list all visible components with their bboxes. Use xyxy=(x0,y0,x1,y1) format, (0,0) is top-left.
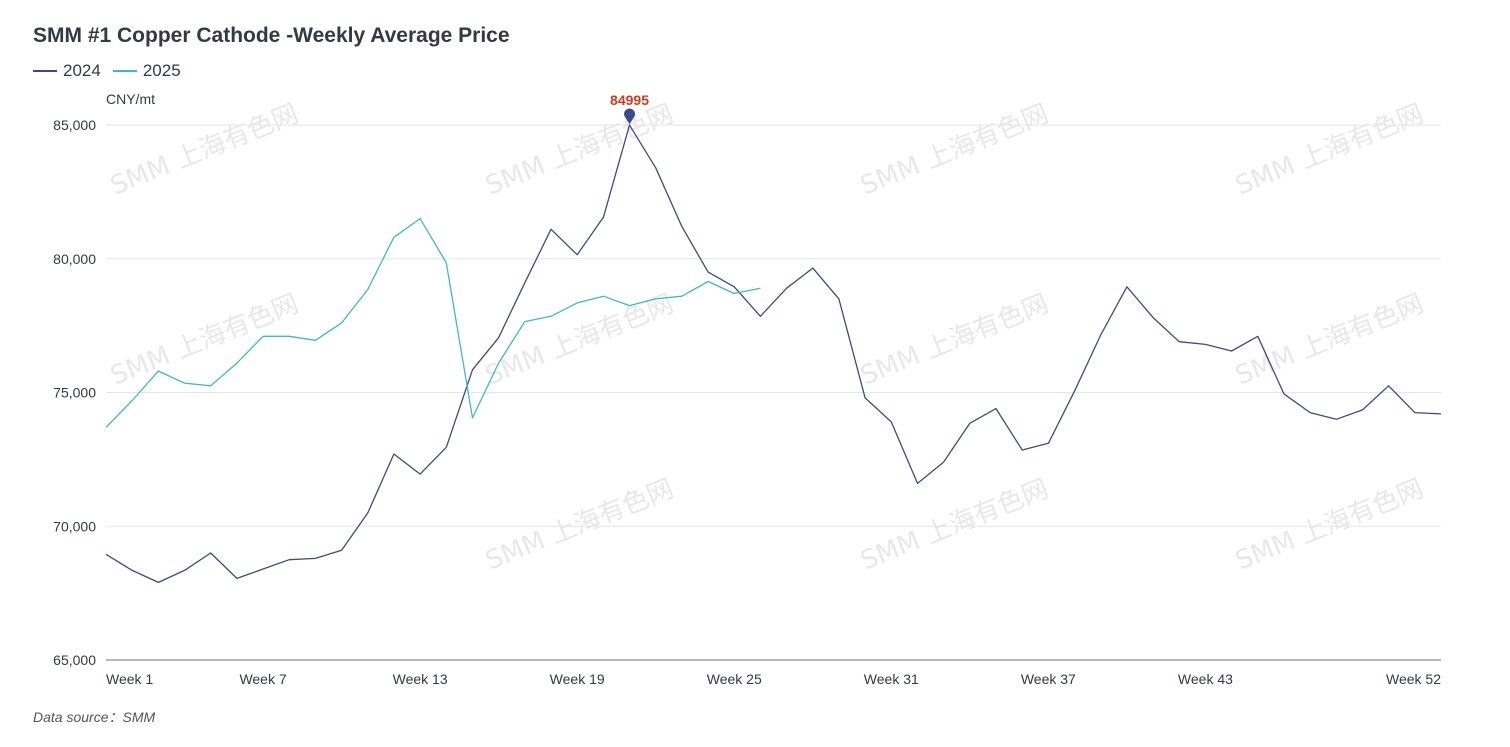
series-line-2025 xyxy=(105,217,761,428)
data-source: Data source：SMM xyxy=(33,709,156,725)
x-tick-label: Week 13 xyxy=(393,671,448,687)
x-tick-label: Week 19 xyxy=(550,671,605,687)
y-axis-unit: CNY/mt xyxy=(106,91,155,107)
watermark-text: SMM 上海有色网 xyxy=(856,99,1052,202)
x-tick-label: Week 52 xyxy=(1386,671,1441,687)
y-tick-label: 75,000 xyxy=(53,385,96,401)
x-tick-label: Week 1 xyxy=(106,671,153,687)
watermark-text: SMM 上海有色网 xyxy=(856,474,1052,577)
x-tick-label: Week 31 xyxy=(864,671,919,687)
y-tick-label: 80,000 xyxy=(53,251,96,267)
x-tick-label: Week 37 xyxy=(1021,671,1076,687)
y-tick-label: 70,000 xyxy=(53,518,96,534)
legend-swatch-2024 xyxy=(33,70,57,72)
y-tick-label: 65,000 xyxy=(53,652,96,668)
y-tick-label: 85,000 xyxy=(53,117,96,133)
watermark-text: SMM 上海有色网 xyxy=(106,99,302,202)
x-tick-label: Week 7 xyxy=(239,671,286,687)
series-line-2024 xyxy=(105,124,1442,584)
watermark-text: SMM 上海有色网 xyxy=(856,289,1052,392)
chart-title: SMM #1 Copper Cathode -Weekly Average Pr… xyxy=(33,24,510,47)
legend-item-2024[interactable]: 2024 xyxy=(33,61,101,81)
watermark-text: SMM 上海有色网 xyxy=(106,289,302,392)
x-tick-label: Week 43 xyxy=(1178,671,1233,687)
legend: 2024 2025 xyxy=(33,61,181,81)
watermark-text: SMM 上海有色网 xyxy=(481,99,677,202)
peak-marker xyxy=(624,108,636,125)
watermark-text: SMM 上海有色网 xyxy=(481,474,677,577)
watermark-text: SMM 上海有色网 xyxy=(1231,289,1427,392)
x-tick-label: Week 25 xyxy=(707,671,762,687)
peak-label: 84995 xyxy=(610,92,649,108)
legend-label-2024: 2024 xyxy=(63,61,101,80)
legend-label-2025: 2025 xyxy=(142,61,181,80)
watermark-text: SMM 上海有色网 xyxy=(1231,99,1427,202)
watermark-text: SMM 上海有色网 xyxy=(481,289,677,392)
watermark-text: SMM 上海有色网 xyxy=(1231,474,1427,577)
legend-item-2025[interactable]: 2025 xyxy=(112,61,181,81)
legend-swatch-2025 xyxy=(112,70,137,72)
